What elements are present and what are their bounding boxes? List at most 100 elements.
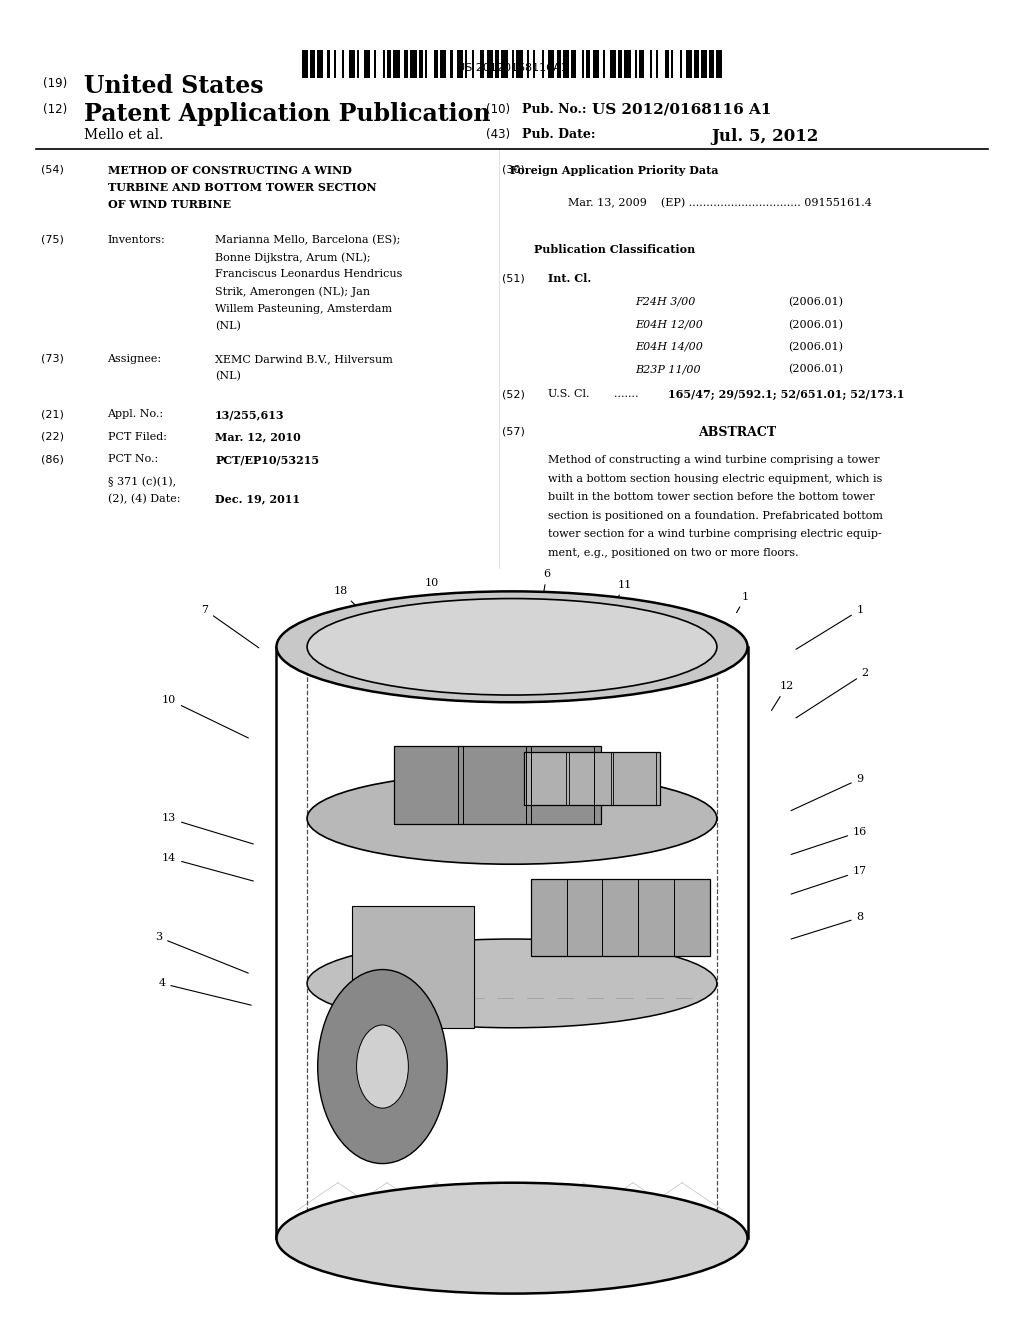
Bar <box>700 50 708 78</box>
Ellipse shape <box>307 598 717 696</box>
Text: (43): (43) <box>486 128 511 141</box>
Text: 12: 12 <box>771 681 794 710</box>
Bar <box>328 50 330 78</box>
Bar <box>694 50 698 78</box>
Text: (30): (30) <box>502 165 524 176</box>
Bar <box>625 50 631 78</box>
Bar <box>618 50 623 78</box>
Text: tower section for a wind turbine comprising electric equip-: tower section for a wind turbine compris… <box>548 529 882 540</box>
Text: (75): (75) <box>41 235 63 246</box>
Bar <box>486 50 493 78</box>
Text: (73): (73) <box>41 354 63 364</box>
Bar <box>665 50 669 78</box>
Text: TURBINE AND BOTTOM TOWER SECTION: TURBINE AND BOTTOM TOWER SECTION <box>108 182 376 193</box>
Bar <box>639 50 643 78</box>
Bar <box>523 752 660 804</box>
Text: Mar. 13, 2009    (EP) ................................ 09155161.4: Mar. 13, 2009 (EP) .....................… <box>568 198 872 209</box>
Text: 5: 5 <box>519 1250 525 1279</box>
Bar <box>635 50 637 78</box>
Text: PCT No.:: PCT No.: <box>108 454 158 465</box>
Text: (2006.01): (2006.01) <box>788 297 844 308</box>
Text: 165/47; 29/592.1; 52/651.01; 52/173.1: 165/47; 29/592.1; 52/651.01; 52/173.1 <box>668 389 904 400</box>
Text: 9: 9 <box>791 774 863 810</box>
Text: Franciscus Leonardus Hendricus: Franciscus Leonardus Hendricus <box>215 269 402 280</box>
Bar <box>433 50 437 78</box>
Text: Publication Classification: Publication Classification <box>534 244 695 255</box>
Text: section is positioned on a foundation. Prefabricated bottom: section is positioned on a foundation. P… <box>548 511 883 521</box>
Text: U.S. Cl.: U.S. Cl. <box>548 389 590 400</box>
Bar <box>512 50 514 78</box>
Text: with a bottom section housing electric equipment, which is: with a bottom section housing electric e… <box>548 474 883 484</box>
Text: Patent Application Publication: Patent Application Publication <box>84 102 490 125</box>
Bar <box>571 50 575 78</box>
Bar <box>568 752 611 804</box>
Text: (19): (19) <box>43 77 68 90</box>
Text: 17: 17 <box>792 866 867 894</box>
Text: 2: 2 <box>796 668 868 718</box>
Text: 3: 3 <box>156 932 248 973</box>
Bar <box>516 50 522 78</box>
Bar <box>548 50 554 78</box>
Text: Marianna Mello, Barcelona (ES);: Marianna Mello, Barcelona (ES); <box>215 235 400 246</box>
Text: US 2012/0168116 A1: US 2012/0168116 A1 <box>592 103 771 117</box>
Text: Foreign Application Priority Data: Foreign Application Priority Data <box>510 165 719 176</box>
Text: 15: 15 <box>457 1234 479 1262</box>
Text: E04H 12/00: E04H 12/00 <box>635 319 702 330</box>
Bar <box>457 50 463 78</box>
Bar <box>502 50 508 78</box>
Bar <box>352 906 474 1028</box>
Text: 13: 13 <box>573 1224 594 1249</box>
Bar <box>419 50 423 78</box>
Text: Method of constructing a wind turbine comprising a tower: Method of constructing a wind turbine co… <box>548 455 880 466</box>
Bar <box>472 50 474 78</box>
Text: built in the bottom tower section before the bottom tower: built in the bottom tower section before… <box>548 492 874 503</box>
Bar <box>316 50 324 78</box>
Text: 10: 10 <box>162 694 249 738</box>
Bar <box>302 50 308 78</box>
Bar <box>403 50 408 78</box>
Bar <box>542 50 544 78</box>
Bar <box>348 50 355 78</box>
Bar <box>686 50 692 78</box>
Text: (52): (52) <box>502 389 524 400</box>
Bar <box>716 50 722 78</box>
Bar <box>451 50 453 78</box>
Text: (12): (12) <box>43 103 68 116</box>
Bar <box>463 746 526 824</box>
Text: (54): (54) <box>41 165 63 176</box>
Text: (86): (86) <box>41 454 63 465</box>
Text: 7: 7 <box>394 1222 428 1249</box>
Bar <box>671 50 673 78</box>
Bar <box>593 50 599 78</box>
Text: (10): (10) <box>486 103 511 116</box>
Text: US 20120168116A1: US 20120168116A1 <box>457 63 567 74</box>
Text: 18: 18 <box>334 586 367 616</box>
Text: Mar. 12, 2010: Mar. 12, 2010 <box>215 432 301 442</box>
Bar <box>310 50 314 78</box>
Text: B23P 11/00: B23P 11/00 <box>635 364 700 375</box>
Text: ABSTRACT: ABSTRACT <box>698 426 776 440</box>
Bar <box>557 50 561 78</box>
Text: 13: 13 <box>162 813 253 843</box>
Bar <box>609 50 616 78</box>
Bar <box>411 50 417 78</box>
Text: (57): (57) <box>502 426 524 437</box>
Bar <box>465 50 467 78</box>
Bar <box>364 50 370 78</box>
Ellipse shape <box>307 772 717 865</box>
Text: 13/255,613: 13/255,613 <box>215 409 285 420</box>
Text: Int. Cl.: Int. Cl. <box>548 273 591 284</box>
Bar <box>383 50 385 78</box>
Text: Assignee:: Assignee: <box>108 354 162 364</box>
Text: (51): (51) <box>502 273 524 284</box>
Text: (2006.01): (2006.01) <box>788 319 844 330</box>
Text: OF WIND TURBINE: OF WIND TURBINE <box>108 199 230 210</box>
Bar <box>334 50 336 78</box>
Bar <box>425 50 427 78</box>
Ellipse shape <box>276 591 748 702</box>
Text: F24H 3/00: F24H 3/00 <box>635 297 695 308</box>
Text: Jul. 5, 2012: Jul. 5, 2012 <box>712 128 819 145</box>
Text: 7: 7 <box>202 605 259 648</box>
Text: Pub. Date:: Pub. Date: <box>522 128 596 141</box>
Bar <box>495 50 500 78</box>
